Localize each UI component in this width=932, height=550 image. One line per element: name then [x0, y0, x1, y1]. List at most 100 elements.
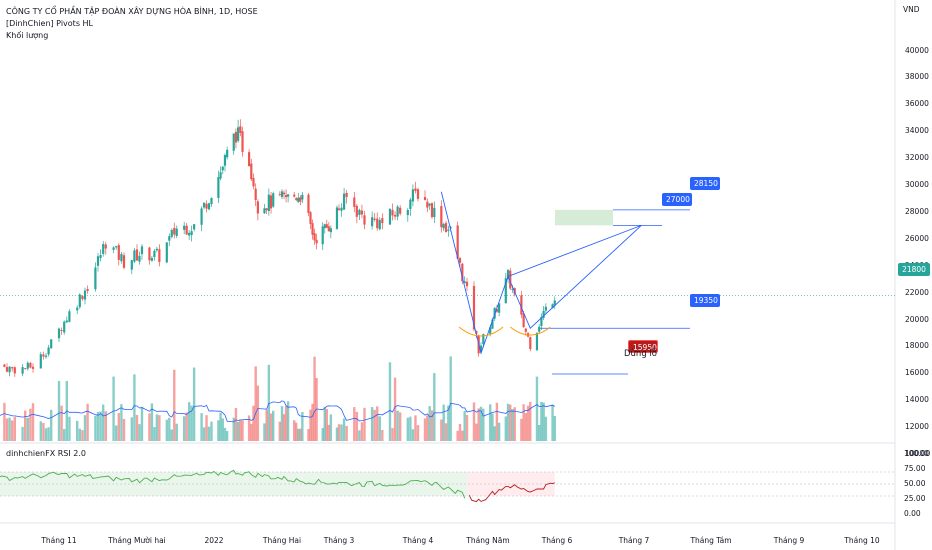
- volume-bar: [192, 367, 196, 441]
- rsi-tick: 100.00: [904, 449, 931, 458]
- candle-body: [426, 201, 429, 208]
- candle-body: [449, 227, 452, 229]
- volume-bar: [426, 415, 429, 441]
- volume-bar: [307, 429, 310, 441]
- volume-bar: [272, 410, 275, 441]
- volume-bar: [535, 376, 539, 441]
- candle-body: [416, 189, 420, 199]
- volume-bar: [234, 408, 238, 441]
- candle-body: [44, 355, 48, 357]
- candle-body: [373, 218, 376, 220]
- volume-bar: [263, 423, 266, 441]
- time-tick: Tháng 4: [402, 536, 434, 545]
- volume-bar: [63, 429, 66, 441]
- candle-body: [423, 196, 427, 201]
- volume-bar: [325, 409, 328, 441]
- volume-bar: [165, 419, 169, 441]
- volume-bar: [57, 380, 61, 441]
- volume-bar: [406, 417, 410, 441]
- candle-body: [327, 226, 330, 232]
- volume-bar: [219, 412, 222, 441]
- time-tick: Tháng 6: [541, 536, 573, 545]
- candle-body: [299, 197, 302, 202]
- candle-body: [340, 207, 343, 211]
- candle-body: [461, 263, 464, 282]
- candle-body: [428, 203, 431, 206]
- candle-body: [430, 203, 434, 218]
- volume-bar: [540, 401, 543, 441]
- volume-bar: [269, 413, 273, 441]
- candle-body: [376, 218, 379, 229]
- candle-body: [295, 198, 298, 201]
- volume-bar: [78, 428, 81, 441]
- candle-body: [293, 194, 296, 197]
- candle-body: [363, 215, 366, 225]
- candle-body: [309, 212, 312, 224]
- volume-bar: [423, 418, 427, 441]
- volume-bar: [299, 428, 302, 441]
- candle-body: [135, 249, 139, 261]
- stop-tag: 15950: [628, 340, 658, 353]
- price-tick: 28000: [905, 206, 929, 216]
- volume-bar: [416, 425, 420, 441]
- volume-bar: [130, 417, 133, 441]
- volume-bar: [247, 415, 251, 441]
- volume-bar: [370, 407, 374, 441]
- volume-bar: [239, 419, 242, 441]
- candle-body: [265, 208, 268, 211]
- candle-body: [323, 224, 326, 229]
- candle-body: [278, 193, 281, 195]
- candle-body: [287, 194, 290, 197]
- rsi-tick: 75.00: [904, 464, 926, 473]
- rsi-label: dinhchienFX RSI 2.0: [6, 449, 87, 458]
- candle-body: [388, 208, 392, 225]
- candle-body: [529, 337, 532, 350]
- volume-bar: [376, 406, 379, 441]
- candlesticks: [3, 119, 556, 377]
- candle-body: [444, 223, 448, 233]
- volume-bar: [254, 366, 257, 441]
- volume-bar: [381, 429, 384, 441]
- candle-body: [335, 207, 339, 229]
- candle-body: [538, 326, 541, 332]
- time-tick: Tháng Năm: [466, 536, 510, 545]
- rsi-tick: 25.00: [904, 494, 926, 503]
- volume-bar: [182, 416, 186, 441]
- price-tick: 22000: [905, 287, 929, 297]
- candle-body: [173, 227, 176, 235]
- volume-bar: [185, 412, 188, 441]
- chart-background: [0, 0, 895, 550]
- candle-body: [188, 232, 191, 236]
- volume-bar: [491, 413, 494, 441]
- candle-body: [254, 188, 257, 200]
- candle-body: [3, 364, 6, 367]
- candle-body: [148, 247, 151, 261]
- candle-body: [391, 209, 394, 216]
- volume-bar: [153, 427, 156, 441]
- candle-body: [411, 189, 415, 202]
- volume-bar: [495, 402, 499, 441]
- candle-body: [239, 126, 242, 133]
- candle-body: [442, 224, 445, 229]
- candle-body: [551, 304, 554, 309]
- candle-body: [60, 330, 63, 331]
- price-tick: 36000: [905, 99, 929, 109]
- volume-bar: [520, 418, 523, 441]
- candle-body: [406, 209, 409, 216]
- target-zone: [555, 209, 613, 226]
- volume-bar: [340, 424, 343, 441]
- volume-bar: [202, 427, 206, 441]
- time-tick: Tháng 9: [773, 536, 805, 545]
- candle-body: [226, 149, 229, 158]
- candle-body: [168, 236, 171, 241]
- price-tick: 12000: [905, 422, 929, 432]
- candle-body: [133, 250, 136, 262]
- time-tick: Tháng 10: [844, 536, 880, 545]
- candle-body: [21, 367, 24, 374]
- candle-body: [522, 313, 525, 328]
- volume-bar: [278, 421, 282, 441]
- candle-body: [94, 267, 97, 290]
- price-tick: 34000: [905, 126, 929, 136]
- volume-bar: [461, 430, 464, 441]
